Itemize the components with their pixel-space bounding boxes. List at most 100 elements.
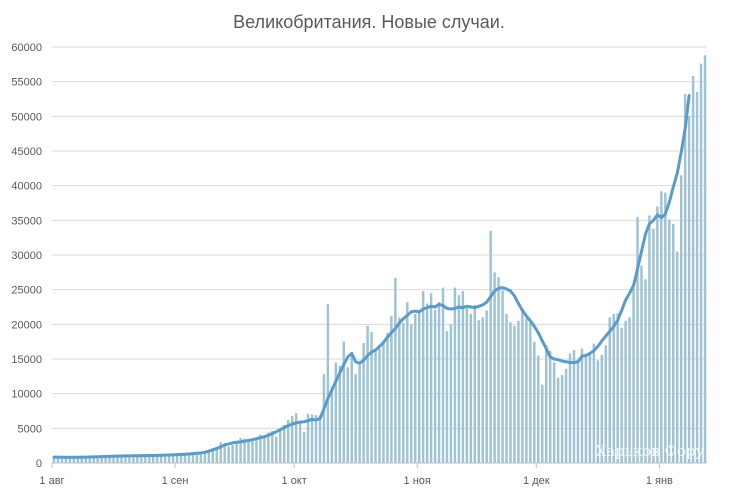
y-tick-label: 0 xyxy=(36,458,42,470)
bar xyxy=(616,313,619,463)
moving-average-series xyxy=(52,94,691,459)
bar xyxy=(247,440,250,463)
bar xyxy=(314,415,318,463)
bar xyxy=(632,288,635,463)
bar xyxy=(640,265,643,463)
bar xyxy=(76,457,80,463)
bar xyxy=(529,322,532,463)
y-tick-label: 60000 xyxy=(11,42,42,54)
bar xyxy=(517,320,520,463)
bar xyxy=(322,374,326,463)
bar xyxy=(398,317,401,463)
bar xyxy=(469,313,473,463)
y-tick-label: 20000 xyxy=(11,319,42,331)
bar xyxy=(108,455,111,463)
bar xyxy=(477,320,480,463)
bar xyxy=(140,455,143,463)
bar xyxy=(568,353,572,463)
bar xyxy=(96,456,99,463)
bar xyxy=(199,451,203,463)
bar xyxy=(560,374,564,463)
bar xyxy=(334,362,338,463)
bar xyxy=(513,325,516,463)
bar xyxy=(279,429,282,463)
bar xyxy=(187,453,191,463)
bar xyxy=(572,349,576,463)
bar xyxy=(195,452,199,463)
bar xyxy=(612,313,615,463)
bar xyxy=(116,454,119,463)
bar xyxy=(310,414,314,463)
bar xyxy=(56,457,60,463)
bar xyxy=(294,413,298,463)
bar xyxy=(636,216,639,463)
bar xyxy=(465,307,469,463)
bar xyxy=(620,327,623,463)
bar xyxy=(100,456,103,463)
y-tick-label: 45000 xyxy=(11,146,42,158)
watermark-text: Харьков Фору xyxy=(596,442,705,460)
bar xyxy=(338,365,342,463)
bar xyxy=(286,420,290,463)
bar xyxy=(152,455,155,463)
bar xyxy=(298,421,302,463)
bar xyxy=(243,438,246,463)
bar xyxy=(668,219,671,463)
bar xyxy=(330,386,334,463)
bar xyxy=(263,437,266,463)
bar xyxy=(679,175,683,463)
bar xyxy=(545,345,548,463)
bar xyxy=(505,313,508,463)
x-tick-label: 1 дек xyxy=(523,475,550,487)
bar xyxy=(687,116,691,463)
bar xyxy=(112,455,115,463)
bar xyxy=(271,431,274,463)
bar xyxy=(660,191,663,463)
bar xyxy=(433,309,437,463)
bar xyxy=(358,364,361,463)
bar xyxy=(699,63,703,463)
bar xyxy=(124,455,127,463)
y-tick-label: 10000 xyxy=(11,389,42,401)
bar xyxy=(203,451,207,463)
bar xyxy=(525,318,528,463)
bar xyxy=(251,441,254,463)
bar xyxy=(370,331,373,463)
bar xyxy=(644,279,647,463)
bar xyxy=(425,303,429,463)
bar xyxy=(72,456,76,463)
y-tick-label: 15000 xyxy=(11,354,42,366)
bar xyxy=(84,457,87,463)
bar xyxy=(683,94,687,464)
bar xyxy=(155,454,159,463)
bar xyxy=(596,360,600,463)
bar xyxy=(429,293,433,463)
bar xyxy=(211,450,214,463)
bar xyxy=(136,456,139,463)
bar xyxy=(191,452,195,463)
bar xyxy=(624,320,627,463)
bar xyxy=(541,384,544,463)
bar xyxy=(691,76,695,464)
bar xyxy=(132,455,135,463)
y-tick-label: 55000 xyxy=(11,77,42,89)
bar xyxy=(441,287,445,463)
x-tick-label: 1 ноя xyxy=(404,475,431,487)
bar xyxy=(378,348,381,463)
bar xyxy=(382,341,385,463)
y-tick-label: 25000 xyxy=(11,285,42,297)
bar xyxy=(302,431,306,463)
bar xyxy=(350,352,353,463)
bar xyxy=(521,308,524,463)
bar xyxy=(576,361,580,463)
bar xyxy=(664,192,667,463)
bar xyxy=(64,458,68,463)
bar xyxy=(148,455,151,463)
bar xyxy=(362,343,365,463)
chart-title: Великобритания. Новые случаи. xyxy=(233,12,505,32)
bar xyxy=(481,317,484,463)
x-axis-ticks: 1 авг 1 сен 1 окт 1 ноя 1 дек 1 янв xyxy=(39,463,673,487)
y-tick-label: 5000 xyxy=(18,423,42,435)
